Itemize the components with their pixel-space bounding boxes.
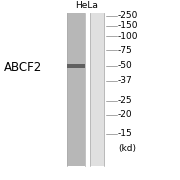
Text: -250: -250	[118, 11, 138, 20]
Text: -37: -37	[118, 76, 133, 85]
Bar	[67, 64, 85, 68]
Text: -25: -25	[118, 96, 132, 105]
Text: -75: -75	[118, 46, 133, 55]
Text: -150: -150	[118, 21, 138, 30]
Text: -100: -100	[118, 31, 138, 40]
Text: -15: -15	[118, 129, 133, 138]
Text: -50: -50	[118, 61, 133, 70]
Text: HeLa: HeLa	[75, 1, 98, 10]
Text: ABCF2: ABCF2	[4, 61, 42, 74]
Text: -20: -20	[118, 110, 132, 119]
Text: (kd): (kd)	[118, 144, 136, 153]
